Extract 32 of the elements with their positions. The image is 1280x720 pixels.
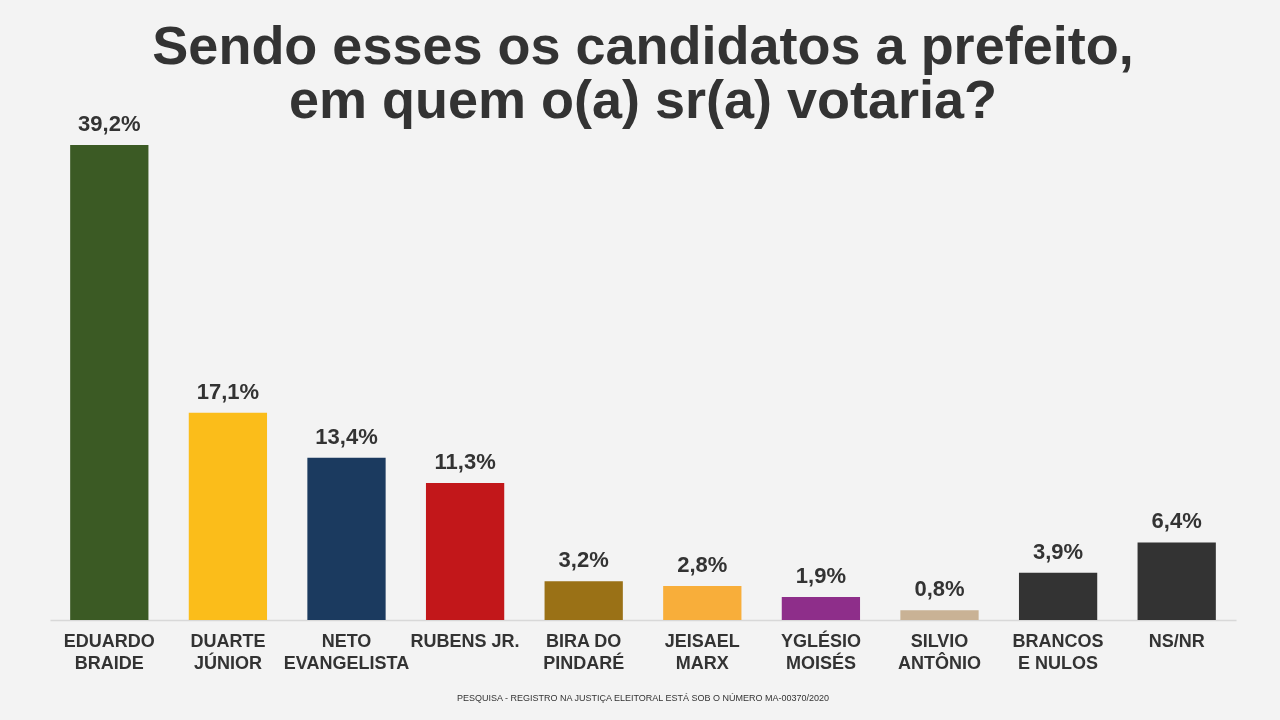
data-label: 6,4%	[1151, 508, 1202, 534]
bar	[781, 596, 861, 620]
data-label: 3,9%	[1033, 538, 1084, 564]
bar	[1137, 542, 1216, 620]
bar	[188, 412, 268, 620]
chart-title: Sendo esses os candidatos a prefeito, em quem o(a) sr(a) votaria?	[152, 15, 1134, 129]
x-tick-label: EDUARDO BRAIDE	[63, 630, 155, 673]
data-label: 11,3%	[434, 449, 496, 475]
x-tick-label: BRANCOS E NULOS	[1012, 630, 1104, 673]
x-tick-label: JEISAEL MARX	[664, 630, 740, 673]
data-label: 13,4%	[315, 423, 378, 449]
bar	[1018, 572, 1098, 620]
x-tick-label: NS/NR	[1148, 630, 1205, 651]
bar	[425, 483, 505, 620]
text: PESQUISA - REGISTRO NA JUSTIÇA ELEITORAL ESTÁ SOB O NÚMERO MA-00370/2020	[456, 693, 830, 703]
x-tick-label: YGLÉSIO MOISÉS	[780, 629, 861, 673]
data-label: 1,9%	[795, 562, 846, 588]
x-tick-label: SILVIO ANTÔNIO	[898, 630, 981, 673]
x-tick-label: BIRA DO PINDARÉ	[543, 630, 625, 673]
bar	[544, 581, 623, 620]
data-label: 17,1%	[196, 378, 260, 404]
x-tick-label: NETO EVANGELISTA	[283, 630, 410, 673]
x-tick-label: RUBENS JR.	[410, 630, 520, 651]
bar	[307, 457, 386, 620]
data-label: 2,8%	[677, 552, 728, 578]
bar	[70, 145, 149, 620]
data-label: 0,8%	[914, 576, 965, 602]
x-tick-label: DUARTE JÚNIOR	[190, 630, 266, 673]
bar	[900, 610, 979, 620]
data-label: 39,2%	[78, 111, 141, 136]
bar	[663, 586, 742, 620]
data-label: 3,2%	[558, 547, 609, 573]
